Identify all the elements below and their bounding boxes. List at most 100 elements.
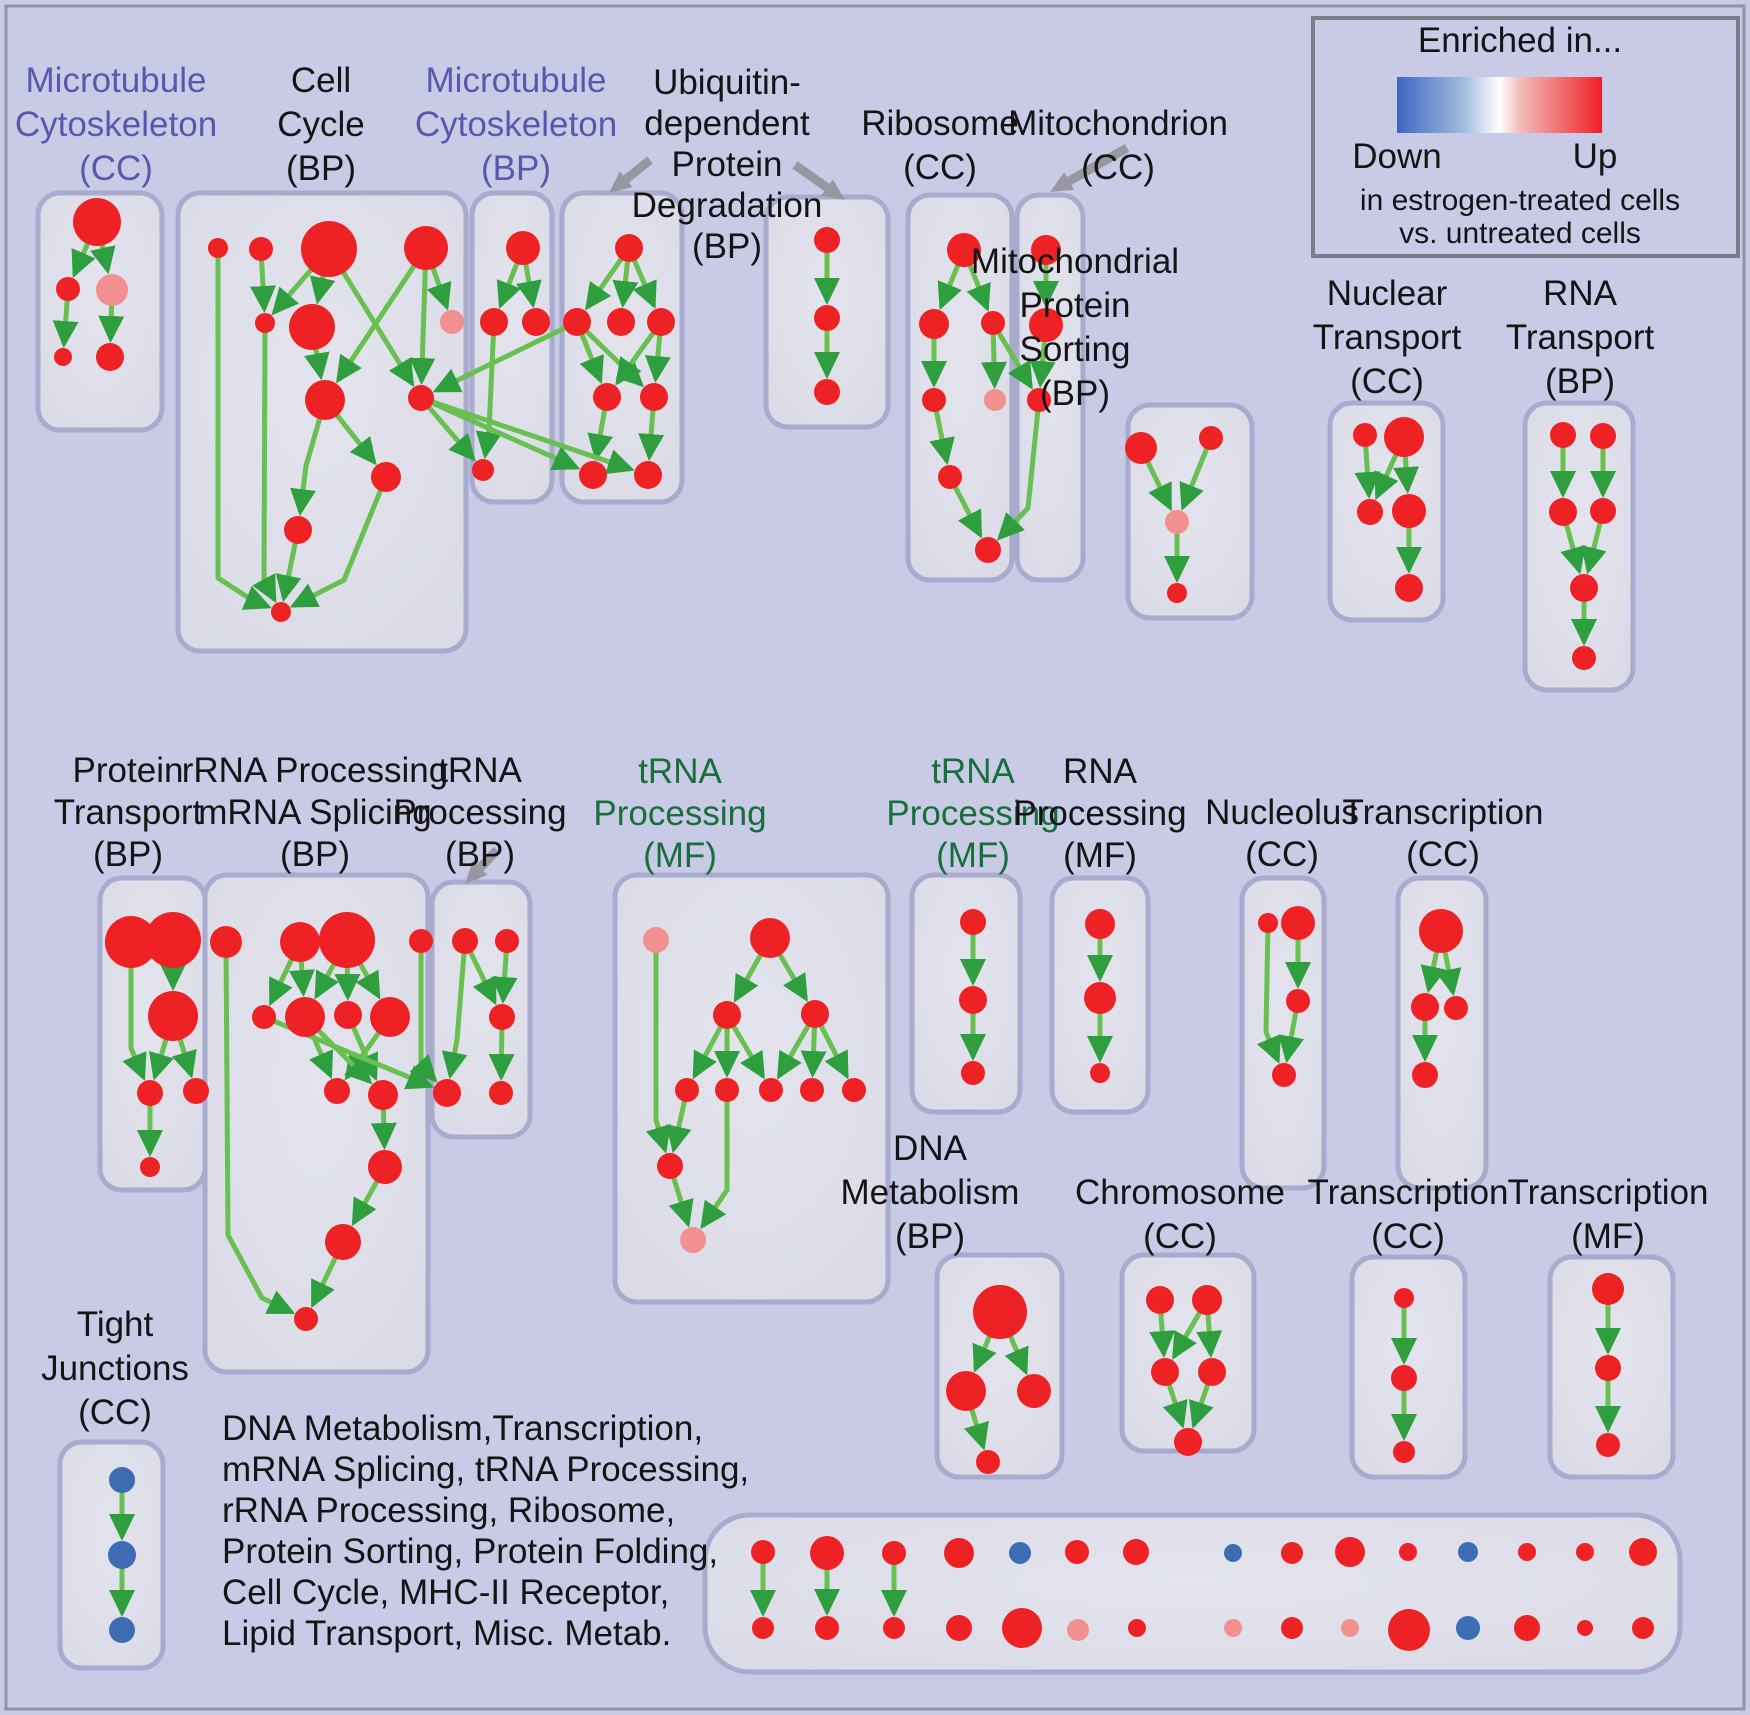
edge-ribosome.rc-mitochondrion.b xyxy=(990,321,1033,390)
cell-cycle-node-l xyxy=(271,602,291,622)
trna-mf-2-node-n2 xyxy=(959,986,987,1014)
tight-junctions-label-line-2: (CC) xyxy=(78,1393,152,1432)
ubiquitin-label-line-0: Ubiquitin- xyxy=(653,63,801,102)
ribosome-label-line-1: (CC) xyxy=(903,148,977,187)
trna-bp-pointer-arrowhead xyxy=(465,861,488,884)
protein-transport-label-line-2: (BP) xyxy=(93,835,163,874)
misc-cluster-node-c11b xyxy=(1388,1609,1430,1651)
trna-mf-1-box xyxy=(612,872,891,1305)
rna-processing-mf-node-n2 xyxy=(1084,982,1116,1014)
trna-mf-2-label-line-0: tRNA xyxy=(931,752,1015,791)
edge-cell-cycle.i-ubiquitin.b2 xyxy=(420,395,635,475)
rrna-node-n1 xyxy=(210,926,242,958)
misc-cluster-node-c4t xyxy=(944,1538,974,1568)
misc-terms-line-3: Protein Sorting, Protein Folding, xyxy=(222,1532,718,1571)
rna-transport-label-line-1: Transport xyxy=(1506,318,1655,357)
misc-cluster-node-c5t xyxy=(1009,1542,1031,1564)
trna-mf-1-node-pt xyxy=(643,927,669,953)
ribosome-node-t xyxy=(947,233,981,267)
ubiquitin-label-line-1: dependent xyxy=(644,104,810,143)
protein-transport-node-b1 xyxy=(105,916,157,968)
ubiquitin-node-c3 xyxy=(647,308,675,336)
edge-cell-cycle.d-cell-cycle.g xyxy=(336,246,429,384)
rna-processing-mf-node-n1 xyxy=(1085,909,1115,939)
trna-mf-1-label-line-1: Processing xyxy=(593,794,766,833)
cell-cycle-label-line-1: Cycle xyxy=(277,105,365,144)
cell-cycle-node-f xyxy=(289,304,335,350)
rrna-label-line-1: mRNA Splicing xyxy=(198,793,431,832)
misc-cluster-node-c4b xyxy=(946,1615,972,1641)
trna-mf-1-node-b5 xyxy=(842,1078,866,1102)
dna-metabolism-node-t xyxy=(973,1285,1027,1339)
ubiquitin-node-c1 xyxy=(563,308,591,336)
misc-cluster-node-c6b xyxy=(1067,1619,1089,1641)
misc-terms-line-5: Lipid Transport, Misc. Metab. xyxy=(222,1614,671,1653)
protein-transport-node-bb xyxy=(140,1157,160,1177)
misc-cluster-node-c9t xyxy=(1281,1542,1303,1564)
nuclear-transport-label-line-2: (CC) xyxy=(1350,362,1424,401)
transcription-cc-1-node-t xyxy=(1419,909,1463,953)
legend-down-label: Down xyxy=(1352,137,1441,176)
edge-mito-sorting.tr-mito-sorting.p xyxy=(1179,437,1214,511)
dna-metabolism-label-line-2: (BP) xyxy=(895,1217,965,1256)
transcription-mf-node-n2 xyxy=(1595,1355,1621,1381)
misc-cluster-node-c6t xyxy=(1065,1540,1089,1564)
nucleolus-node-tr xyxy=(1281,906,1315,940)
trna-mf-1-label-line-2: (MF) xyxy=(643,836,717,875)
mito-sorting-node-p xyxy=(1165,510,1189,534)
transcription-cc-2-node-n3 xyxy=(1393,1441,1415,1463)
transcription-cc-1-node-lc xyxy=(1411,993,1439,1021)
mitochondrion-pointer-arrow xyxy=(1066,144,1130,185)
misc-cluster-node-p1t xyxy=(751,1540,775,1564)
transcription-cc-1-label-line-0: Transcription xyxy=(1343,793,1544,832)
trna-bp-node-m xyxy=(489,1004,515,1030)
trna-mf-1-node-b4 xyxy=(800,1078,824,1102)
ubiquitin-node-m2 xyxy=(640,383,668,411)
trna-bp-pointer-arrow xyxy=(476,846,501,872)
transcription-cc-1-box xyxy=(1395,875,1489,1191)
cell-cycle-node-i xyxy=(408,385,434,411)
ubiquitin-2-node-n2 xyxy=(814,305,840,331)
trna-mf-1-node-t xyxy=(750,918,790,958)
rrna-label-line-0: rRNA Processing xyxy=(182,751,448,790)
misc-cluster-node-p3t xyxy=(882,1541,906,1565)
edge-cell-cycle.d-cell-cycle.i xyxy=(409,247,436,386)
nuclear-transport-node-tr xyxy=(1384,417,1424,457)
trna-mf-1-node-b2 xyxy=(715,1078,739,1102)
misc-cluster-node-p1b xyxy=(752,1617,774,1639)
protein-transport-node-b3 xyxy=(148,991,198,1041)
tight-junctions-label-line-1: Junctions xyxy=(41,1349,189,1388)
figure-frame xyxy=(4,4,1746,1711)
microtubule-bp-label-line-1: Cytoskeleton xyxy=(415,105,617,144)
misc-terms-line-1: mRNA Splicing, tRNA Processing, xyxy=(222,1450,749,1489)
rrna-node-l1 xyxy=(324,1078,350,1104)
trna-bp-node-tl xyxy=(452,928,478,954)
misc-cluster-node-c12b xyxy=(1456,1616,1480,1640)
ubiquitin-pointer-arrow xyxy=(623,156,653,183)
rna-transport-node-m xyxy=(1570,574,1598,602)
trna-mf-1-node-b1 xyxy=(675,1078,699,1102)
mitochondrion-node-t xyxy=(1031,235,1061,265)
cell-cycle-node-b xyxy=(249,237,273,261)
legend-up-label: Up xyxy=(1573,137,1618,176)
trna-mf-1-node-b3 xyxy=(759,1078,783,1102)
trna-bp-node-tr xyxy=(495,929,519,953)
nucleolus-node-m xyxy=(1286,989,1310,1013)
protein-transport-label-line-1: Transport xyxy=(54,793,203,832)
ubiquitin-2-node-n3 xyxy=(814,379,840,405)
microtubule-bp-node-c2 xyxy=(522,308,550,336)
nuclear-transport-node-b xyxy=(1395,574,1423,602)
chromosome-node-ml xyxy=(1151,1358,1179,1386)
trna-bp-label-line-2: (BP) xyxy=(445,835,515,874)
edge-cell-cycle.i-microtubule-bp.b xyxy=(419,396,476,462)
ribosome-node-lc xyxy=(919,309,949,339)
microtubule-cc-node-c1 xyxy=(56,277,80,301)
ribosome-label-line-0: Ribosome xyxy=(861,104,1019,143)
dna-metabolism-node-b xyxy=(976,1450,1000,1474)
misc-cluster-node-c8t xyxy=(1224,1544,1242,1562)
chromosome-label-line-0: Chromosome xyxy=(1075,1173,1285,1212)
misc-terms-line-0: DNA Metabolism,Transcription, xyxy=(222,1409,703,1448)
rna-transport-node-tr xyxy=(1590,423,1616,449)
ubiquitin-label-line-2: Protein xyxy=(672,145,783,184)
